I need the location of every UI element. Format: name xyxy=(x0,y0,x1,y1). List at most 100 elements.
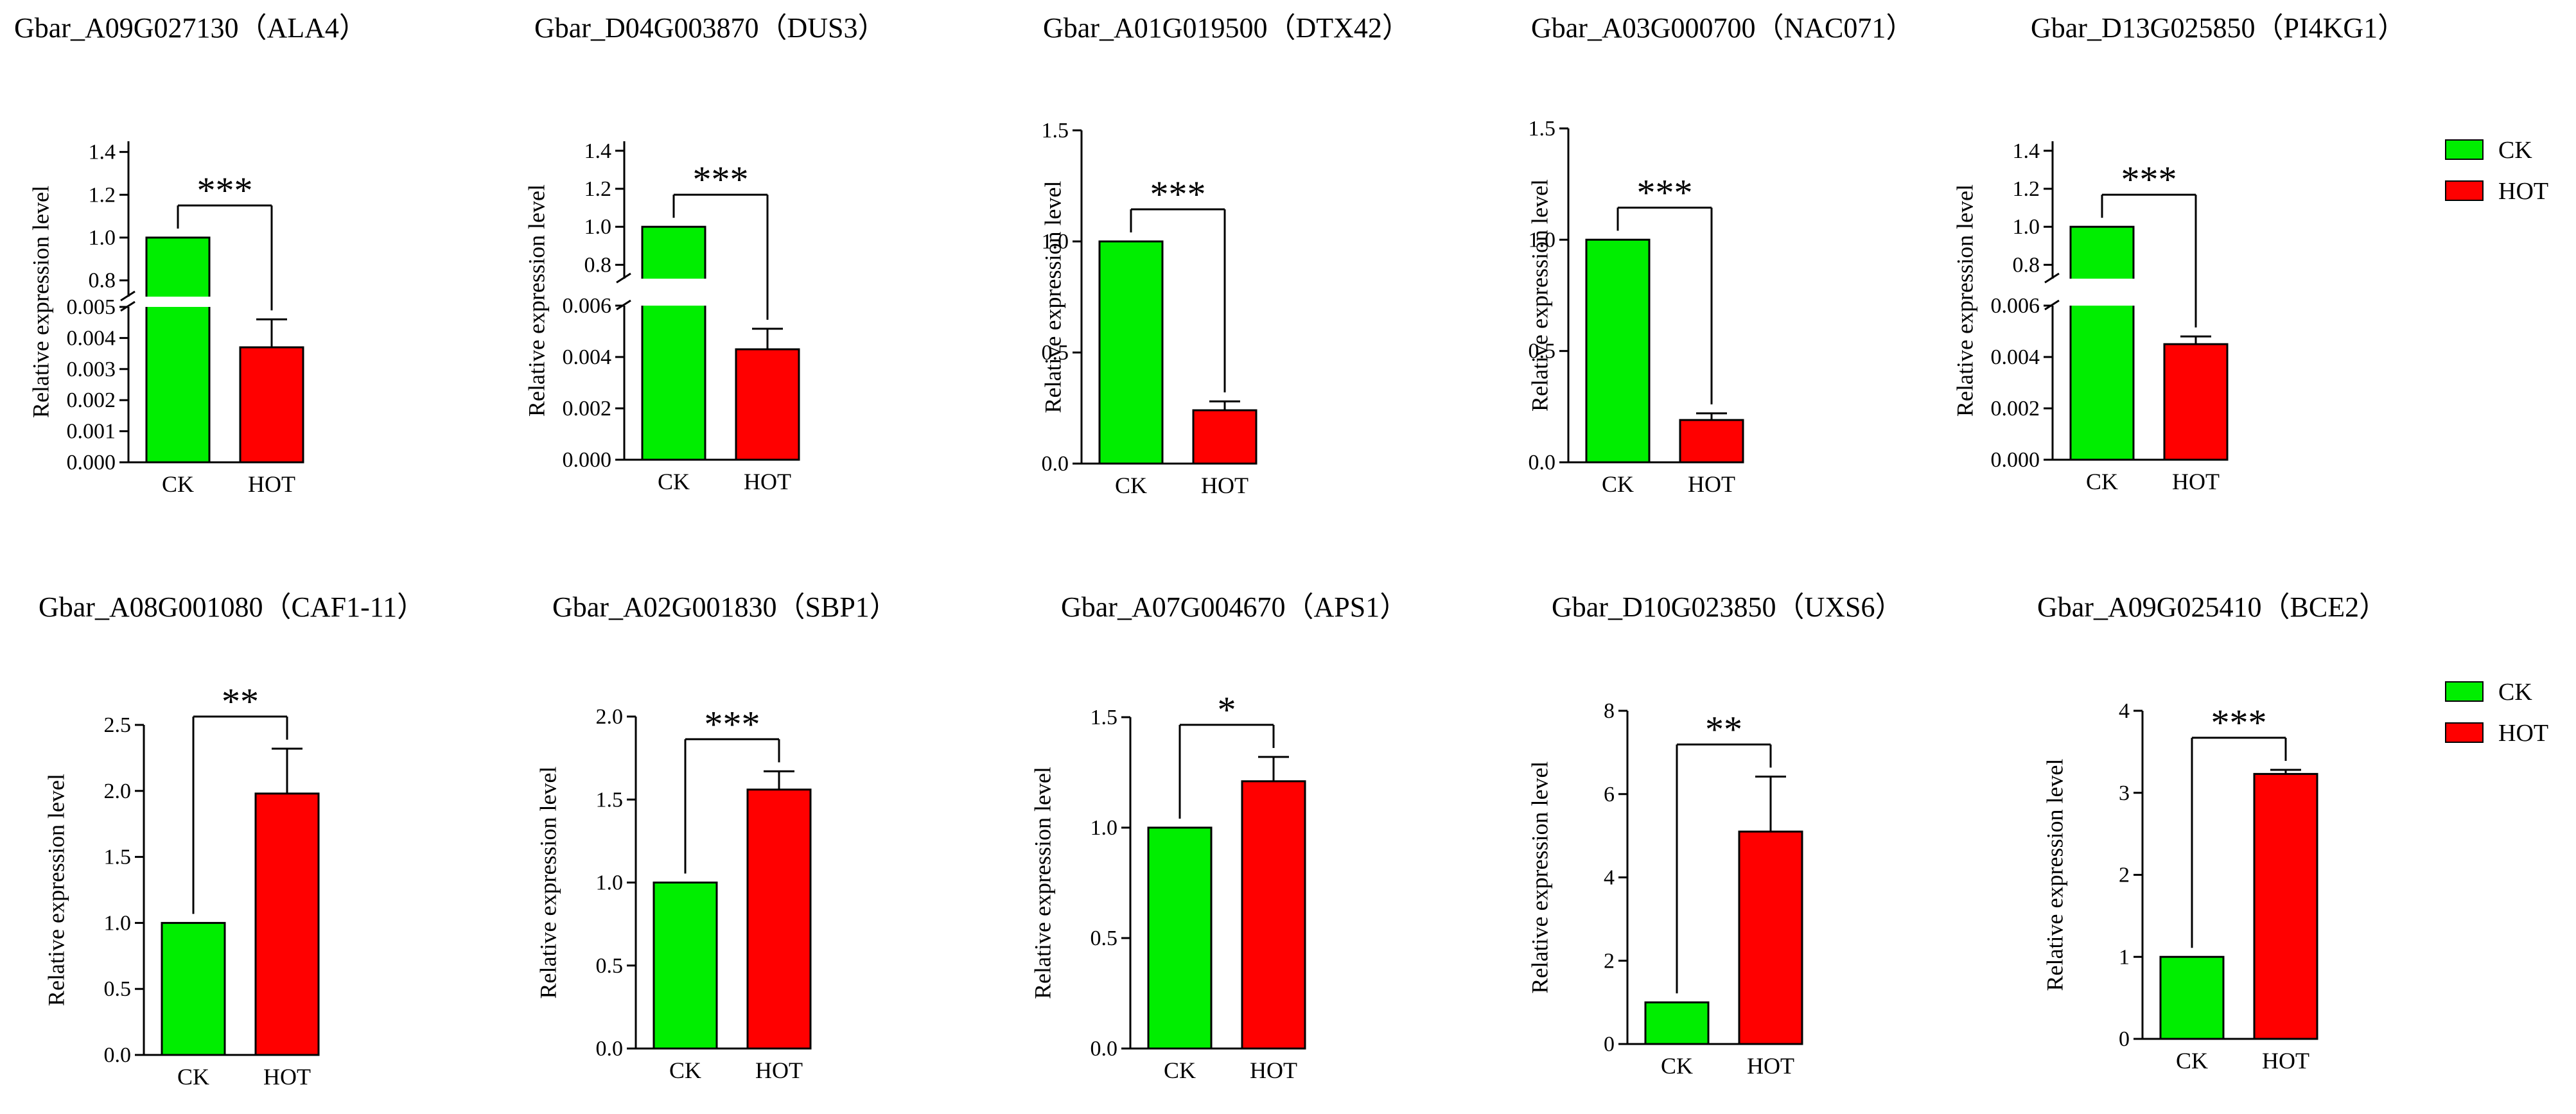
bar-hot xyxy=(1241,780,1306,1050)
chart-title: Gbar_A02G001830（SBP1） xyxy=(552,591,898,623)
y-tick-label: 0.002 xyxy=(67,388,116,412)
y-tick-label: 0.5 xyxy=(596,954,624,978)
y-tick-label: 1.2 xyxy=(89,183,116,207)
chart-panel: Gbar_A01G019500（DTX42） Relative expressio… xyxy=(1040,12,1410,498)
y-tick-label: 1.0 xyxy=(89,226,116,250)
y-tick-label: 0.5 xyxy=(1091,927,1118,950)
x-tick-label-hot: HOT xyxy=(1250,1057,1297,1083)
chart-title: Gbar_D10G023850（UXS6） xyxy=(1552,591,1904,623)
chart-panel: Gbar_A03G000700（NAC071） Relative expressi… xyxy=(1527,12,1914,497)
y-tick-label: 0.000 xyxy=(563,448,612,472)
y-tick-label: 1.5 xyxy=(596,788,624,812)
bar-hot xyxy=(2163,343,2229,461)
y-tick-label: 0.5 xyxy=(1042,341,1069,365)
y-tick-label: 0.000 xyxy=(67,451,116,474)
significance-stars: *** xyxy=(705,703,760,745)
y-tick-label: 0.004 xyxy=(67,326,116,350)
y-tick-label: 0.001 xyxy=(67,420,116,444)
chart-panel: Gbar_A09G025410（BCE2） Relative expression… xyxy=(2037,591,2387,1074)
y-tick-label: 1.0 xyxy=(584,215,612,239)
y-axis-label: Relative expression level xyxy=(524,184,550,417)
axis-break-mark xyxy=(2044,272,2060,284)
bar-ck xyxy=(2069,225,2135,461)
significance-stars: *** xyxy=(2121,159,2177,200)
y-tick-label: 0 xyxy=(2119,1027,2130,1051)
chart-panel: Gbar_A07G004670（APS1） Relative expression… xyxy=(1030,591,1408,1083)
legend: CK HOT xyxy=(2445,679,2548,747)
y-axis-label: Relative expression level xyxy=(2042,759,2068,991)
x-tick-label-hot: HOT xyxy=(1688,471,1735,497)
legend-swatch-ck xyxy=(2445,681,2484,702)
x-tick-label-ck: CK xyxy=(669,1057,701,1083)
significance-stars: *** xyxy=(693,159,749,200)
legend-swatch-ck xyxy=(2445,139,2484,160)
y-tick-label: 2.0 xyxy=(596,705,624,729)
chart-title: Gbar_A08G001080（CAF1-11） xyxy=(39,591,425,623)
chart-panel: Gbar_D04G003870（DUS3） Relative expression… xyxy=(524,12,886,494)
bar-hot xyxy=(1192,409,1257,465)
chart-title: Gbar_A01G019500（DTX42） xyxy=(1043,12,1410,44)
y-tick-label: 1.0 xyxy=(1042,230,1069,254)
axis-break-mark xyxy=(120,290,136,302)
y-axis-label: Relative expression level xyxy=(536,767,561,999)
y-tick-label: 0.002 xyxy=(563,397,612,421)
x-tick-label-hot: HOT xyxy=(248,471,295,497)
legend-label-hot: HOT xyxy=(2498,720,2548,747)
y-axis-label: Relative expression level xyxy=(1527,179,1553,412)
y-tick-label: 4 xyxy=(1604,866,1615,890)
axis-break-mark xyxy=(616,272,631,284)
y-tick-label: 1.0 xyxy=(1091,816,1118,840)
y-tick-label: 1.4 xyxy=(584,139,612,163)
y-tick-label: 1.0 xyxy=(596,871,624,895)
legend: CK HOT xyxy=(2445,137,2548,205)
bar-hot xyxy=(239,346,304,464)
y-tick-label: 1.5 xyxy=(104,846,132,869)
chart-panel: Gbar_D13G025850（PI4KG1） Relative expressi… xyxy=(1952,12,2406,494)
y-tick-label: 0.5 xyxy=(104,977,132,1001)
y-tick-label: 1 xyxy=(2119,945,2130,969)
y-tick-label: 0.5 xyxy=(1529,340,1556,363)
significance-stars: *** xyxy=(1150,173,1206,215)
chart-panel: Gbar_D10G023850（UXS6） Relative expression… xyxy=(1527,591,1904,1079)
bar-hot xyxy=(254,792,320,1056)
legend-label-ck: CK xyxy=(2498,137,2532,164)
y-tick-label: 8 xyxy=(1604,699,1615,723)
y-tick-label: 1.0 xyxy=(104,911,132,935)
y-tick-label: 2 xyxy=(2119,864,2130,887)
y-tick-label: 0.0 xyxy=(1042,452,1069,476)
chart-title: Gbar_A03G000700（NAC071） xyxy=(1531,12,1914,44)
bar-ck xyxy=(1147,826,1213,1050)
x-tick-label-ck: CK xyxy=(1602,471,1634,497)
y-tick-label: 3 xyxy=(2119,781,2130,805)
x-tick-label-ck: CK xyxy=(1661,1053,1693,1079)
y-tick-label: 2.0 xyxy=(104,779,132,803)
bar-hot xyxy=(746,788,812,1050)
y-axis-label: Relative expression level xyxy=(1030,767,1056,999)
significance-stars: *** xyxy=(197,170,253,211)
chart-title: Gbar_A09G025410（BCE2） xyxy=(2037,591,2387,623)
y-tick-label: 0.0 xyxy=(596,1037,624,1061)
chart-title: Gbar_D13G025850（PI4KG1） xyxy=(2031,12,2406,44)
y-tick-label: 0.8 xyxy=(584,253,612,277)
bar-hot xyxy=(735,348,800,461)
y-tick-label: 1.0 xyxy=(2013,215,2040,239)
y-tick-label: 1.5 xyxy=(1091,706,1118,729)
y-axis-label: Relative expression level xyxy=(1527,762,1553,994)
x-tick-label-hot: HOT xyxy=(1201,473,1249,498)
y-tick-label: 1.5 xyxy=(1042,119,1069,143)
x-tick-label-ck: CK xyxy=(2176,1048,2208,1074)
legend-label-hot: HOT xyxy=(2498,178,2548,205)
bar-hot xyxy=(1679,419,1744,464)
bar-break-gap xyxy=(640,279,708,306)
y-tick-label: 1.4 xyxy=(2013,139,2040,163)
y-tick-label: 6 xyxy=(1604,783,1615,806)
legend-label-ck: CK xyxy=(2498,679,2532,706)
chart-title: Gbar_A07G004670（APS1） xyxy=(1061,591,1408,623)
bar-ck xyxy=(641,225,706,461)
y-tick-label: 0.004 xyxy=(563,345,612,369)
y-tick-label: 0.000 xyxy=(1991,448,2040,472)
bar-ck xyxy=(1585,238,1651,464)
y-axis-label: Relative expression level xyxy=(1952,184,1978,417)
y-tick-label: 0.006 xyxy=(1991,294,2040,318)
x-tick-label-ck: CK xyxy=(658,469,690,494)
